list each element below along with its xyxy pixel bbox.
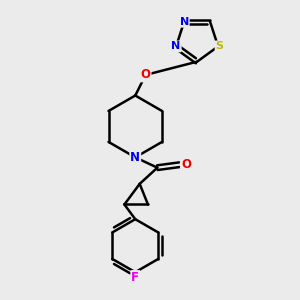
Text: N: N [179, 17, 189, 27]
Text: N: N [172, 41, 181, 51]
Text: O: O [141, 68, 151, 81]
Text: F: F [131, 271, 139, 284]
Text: N: N [130, 151, 140, 164]
Text: O: O [181, 158, 191, 171]
Text: S: S [216, 41, 224, 51]
